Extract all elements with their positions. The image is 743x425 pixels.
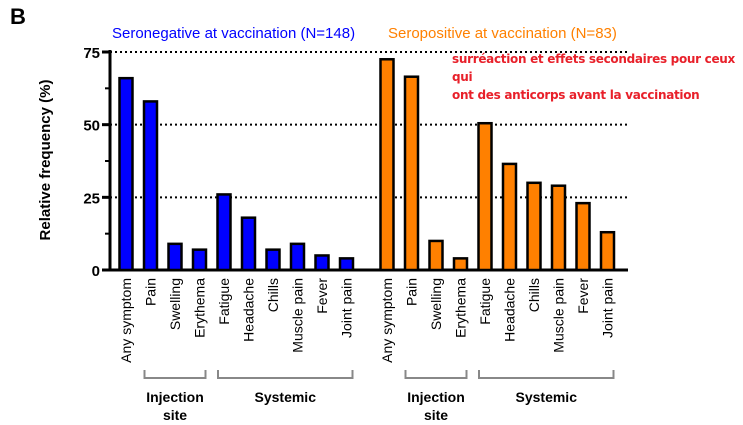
bar bbox=[338, 257, 355, 272]
y-tick-label: 50 bbox=[83, 118, 100, 135]
group-label: site bbox=[163, 407, 187, 423]
group-label: site bbox=[424, 407, 448, 423]
bar bbox=[118, 76, 134, 272]
series-title: Seronegative at vaccination (N=148) bbox=[112, 25, 355, 42]
group-label: Injection bbox=[146, 389, 204, 405]
bar bbox=[240, 216, 257, 272]
x-tick-label: Headache bbox=[241, 278, 257, 342]
series-title: Seropositive at vaccination (N=83) bbox=[388, 25, 617, 42]
bar bbox=[379, 58, 395, 272]
annotation-line: surréaction et effets secondaires pour c… bbox=[452, 52, 735, 84]
bar bbox=[452, 257, 469, 272]
x-tick-label: Pain bbox=[143, 278, 159, 306]
x-tick-label: Fever bbox=[314, 278, 330, 314]
bar bbox=[289, 242, 306, 272]
x-tick-label: Muscle pain bbox=[290, 278, 306, 353]
x-tick-label: Swelling bbox=[167, 278, 183, 330]
bar bbox=[428, 239, 444, 272]
x-tick-label: Pain bbox=[404, 278, 420, 306]
x-tick-label: Fatigue bbox=[216, 278, 232, 325]
bar bbox=[599, 230, 616, 272]
annotation-note: surréaction et effets secondaires pour c… bbox=[452, 50, 743, 104]
bar bbox=[575, 201, 591, 272]
annotation-line: ont des anticorps avant la vaccination bbox=[452, 88, 700, 102]
y-axis-label: Relative frequency (%) bbox=[37, 80, 54, 241]
bar bbox=[314, 254, 330, 272]
group-bracket bbox=[478, 370, 615, 379]
bar bbox=[501, 162, 518, 272]
group-label: Injection bbox=[407, 389, 465, 405]
x-tick-label: Chills bbox=[526, 278, 542, 312]
x-tick-label: Swelling bbox=[428, 278, 444, 330]
x-tick-label: Joint pain bbox=[600, 278, 616, 338]
bar bbox=[142, 100, 159, 272]
bar bbox=[167, 242, 183, 272]
x-tick-label: Muscle pain bbox=[551, 278, 567, 353]
x-tick-label: Any symptom bbox=[118, 278, 134, 363]
y-tick-label: 75 bbox=[83, 45, 100, 62]
x-tick-label: Any symptom bbox=[379, 278, 395, 363]
group-bracket bbox=[404, 370, 468, 379]
x-tick-label: Joint pain bbox=[339, 278, 355, 338]
x-tick-label: Chills bbox=[265, 278, 281, 312]
x-tick-label: Headache bbox=[502, 278, 518, 342]
x-tick-label: Erythema bbox=[453, 278, 469, 338]
bar bbox=[216, 193, 232, 272]
x-tick-label: Erythema bbox=[192, 278, 208, 338]
group-label: Systemic bbox=[255, 389, 317, 405]
group-bracket bbox=[143, 370, 207, 379]
x-tick-label: Fever bbox=[575, 278, 591, 314]
bar bbox=[477, 121, 493, 272]
y-tick-label: 25 bbox=[83, 190, 100, 207]
bar bbox=[265, 248, 281, 272]
bar bbox=[191, 248, 208, 272]
bar bbox=[550, 184, 567, 272]
panel-label: B bbox=[10, 4, 26, 29]
group-bracket bbox=[217, 370, 354, 379]
group-label: Systemic bbox=[516, 389, 578, 405]
y-tick-label: 0 bbox=[92, 263, 100, 280]
bar bbox=[526, 181, 542, 272]
x-tick-label: Fatigue bbox=[477, 278, 493, 325]
bar bbox=[403, 75, 420, 272]
